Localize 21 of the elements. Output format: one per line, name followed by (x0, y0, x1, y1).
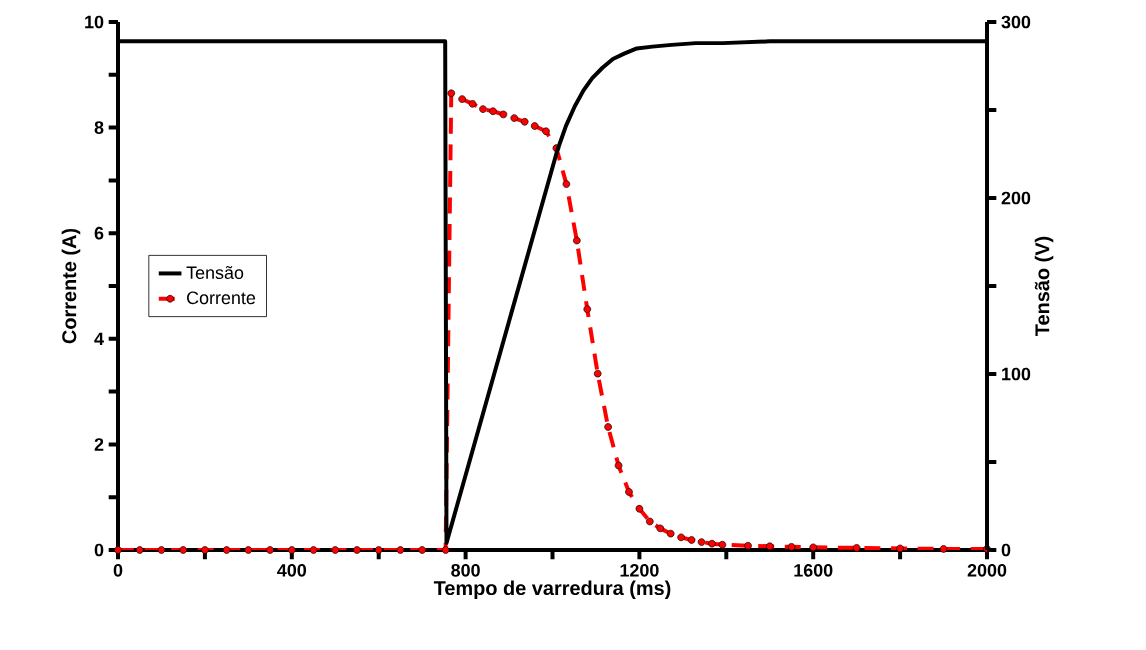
x-tick-label: 1200 (620, 563, 659, 577)
legend-label: Corrente (187, 291, 256, 305)
x-tick-label: 400 (277, 563, 307, 577)
y2-tick-label: 200 (1001, 191, 1031, 205)
y-tick-label: 8 (94, 121, 104, 134)
x-axis-title: Tempo de varredura (ms) (433, 580, 671, 600)
x-tick-label: 0 (113, 563, 123, 577)
y2-tick-label: 0 (1001, 543, 1011, 557)
y-tick-label: 4 (94, 332, 104, 345)
legend-label: Tensão (186, 265, 244, 280)
y2-tick-label: 300 (1001, 15, 1031, 29)
y2-axis-title: Tensão (V) (1034, 236, 1054, 336)
y-tick-label: 2 (94, 438, 104, 451)
y-axis-title: Corrente (A) (61, 228, 81, 344)
y-tick-label: 0 (94, 543, 104, 557)
y-tick-label: 10 (85, 15, 104, 29)
y-tick-label: 6 (94, 226, 104, 240)
x-tick-label: 800 (451, 563, 480, 577)
y2-tick-label: 100 (1002, 367, 1031, 381)
x-tick-label: 2000 (967, 563, 1007, 577)
x-tick-label: 1600 (794, 563, 833, 577)
